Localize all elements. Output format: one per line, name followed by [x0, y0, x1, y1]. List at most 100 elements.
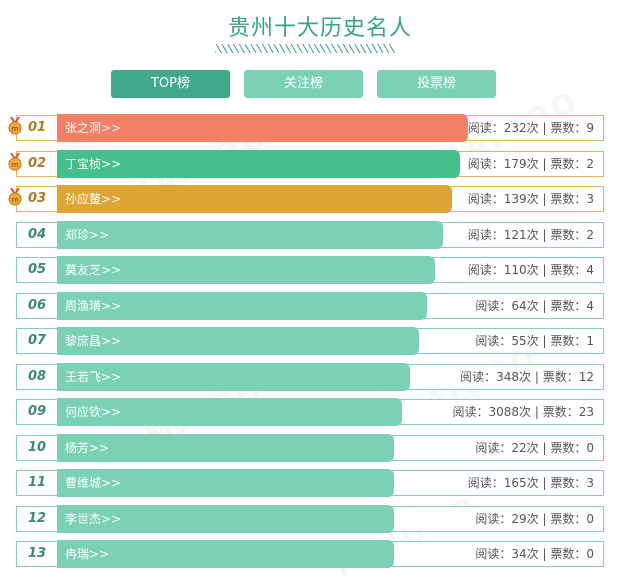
ranking-row[interactable]: 11 曹维城>> 阅读：165次 | 票数：3: [16, 469, 604, 497]
row-stats: 阅读：110次 | 票数：4: [468, 258, 594, 282]
read-unit: 次: [526, 334, 539, 348]
row-stats: 阅读：55次 | 票数：1: [475, 329, 594, 353]
read-count: 232: [503, 121, 527, 135]
read-count: 64: [511, 299, 527, 313]
person-name-link[interactable]: 曹维城>>: [65, 471, 121, 495]
row-stats: 阅读：139次 | 票数：3: [468, 187, 594, 211]
ranking-row[interactable]: 12 李世杰>> 阅读：29次 | 票数：0: [16, 505, 604, 533]
arrow-icon: >>: [101, 299, 122, 313]
rank-number: 12: [27, 511, 47, 526]
person-name-link[interactable]: 黎庶昌>>: [65, 329, 121, 353]
person-name-link[interactable]: 李世杰>>: [65, 507, 121, 531]
stats-separator: |: [538, 192, 551, 206]
person-name-link[interactable]: 何应钦>>: [65, 400, 121, 424]
ranking-row[interactable]: m 02 丁宝桢>> 阅读：179次 | 票数：2: [8, 150, 604, 178]
ranking-row[interactable]: 06 周渔璜>> 阅读：64次 | 票数：4: [16, 292, 604, 320]
popularity-bar: [57, 150, 460, 178]
read-count: 165: [503, 476, 527, 490]
read-label: 阅读：: [475, 299, 512, 313]
arrow-icon: >>: [101, 370, 122, 384]
ranking-row[interactable]: 10 杨芳>> 阅读：22次 | 票数：0: [16, 434, 604, 462]
vote-label: 票数：: [550, 228, 587, 242]
tab-top[interactable]: TOP榜: [111, 70, 230, 98]
read-count: 55: [511, 334, 527, 348]
read-unit: 次: [526, 476, 539, 490]
vote-label: 票数：: [542, 370, 579, 384]
read-count: 29: [511, 512, 527, 526]
read-label: 阅读：: [467, 476, 504, 490]
person-name: 王若飞: [65, 370, 102, 384]
arrow-icon: >>: [89, 228, 110, 242]
person-name-link[interactable]: 王若飞>>: [65, 365, 121, 389]
person-name: 何应钦: [65, 405, 102, 419]
person-name-link[interactable]: 杨芳>>: [65, 436, 109, 460]
popularity-bar: [57, 469, 394, 497]
vote-count: 2: [586, 228, 594, 242]
read-label: 阅读：: [467, 228, 504, 242]
stats-separator: |: [538, 547, 551, 561]
ranking-row[interactable]: m 01 张之洞>> 阅读：232次 | 票数：9: [8, 114, 604, 142]
vote-label: 票数：: [550, 299, 587, 313]
vote-count: 4: [586, 263, 594, 277]
row-stats: 阅读：22次 | 票数：0: [475, 436, 594, 460]
read-unit: 次: [526, 263, 539, 277]
ranking-row[interactable]: 05 莫友芝>> 阅读：110次 | 票数：4: [16, 256, 604, 284]
person-name: 孙应鳌: [65, 192, 102, 206]
person-name: 黎庶昌: [65, 334, 102, 348]
popularity-bar: [57, 221, 443, 249]
read-label: 阅读：: [467, 192, 504, 206]
rank-number: 05: [27, 262, 47, 277]
arrow-icon: >>: [101, 192, 122, 206]
tab-follow[interactable]: 关注榜: [244, 70, 363, 98]
vote-label: 票数：: [550, 512, 587, 526]
ranking-row[interactable]: 07 黎庶昌>> 阅读：55次 | 票数：1: [16, 327, 604, 355]
row-stats: 阅读：34次 | 票数：0: [475, 542, 594, 566]
arrow-icon: >>: [89, 547, 110, 561]
read-label: 阅读：: [475, 441, 512, 455]
person-name: 郑珍: [65, 228, 90, 242]
stats-separator: |: [531, 405, 543, 419]
read-label: 阅读：: [475, 512, 512, 526]
read-unit: 次: [526, 512, 539, 526]
row-stats: 阅读：29次 | 票数：0: [475, 507, 594, 531]
row-stats: 阅读：179次 | 票数：2: [468, 152, 594, 176]
ranking-row[interactable]: m 03 孙应鳌>> 阅读：139次 | 票数：3: [8, 185, 604, 213]
person-name: 李世杰: [65, 512, 102, 526]
ranking-row[interactable]: 04 郑珍>> 阅读：121次 | 票数：2: [16, 221, 604, 249]
rank-number: 11: [27, 475, 47, 490]
popularity-bar: [57, 434, 394, 462]
person-name-link[interactable]: 张之洞>>: [65, 116, 121, 140]
vote-label: 票数：: [542, 405, 579, 419]
rank-number: 09: [27, 404, 47, 419]
vote-count: 23: [578, 405, 594, 419]
read-label: 阅读：: [467, 157, 504, 171]
ranking-row[interactable]: 09 何应钦>> 阅读：3088次 | 票数：23: [16, 398, 604, 426]
popularity-bar: [57, 363, 410, 391]
person-name-link[interactable]: 周渔璜>>: [65, 294, 121, 318]
read-count: 121: [503, 228, 527, 242]
person-name-link[interactable]: 孙应鳌>>: [65, 187, 121, 211]
vote-count: 2: [586, 157, 594, 171]
person-name: 冉瑞: [65, 547, 90, 561]
read-count: 34: [511, 547, 527, 561]
read-label: 阅读：: [467, 263, 504, 277]
person-name-link[interactable]: 郑珍>>: [65, 223, 109, 247]
read-count: 348: [496, 370, 520, 384]
stats-separator: |: [538, 476, 551, 490]
vote-count: 0: [586, 441, 594, 455]
read-unit: 次: [526, 441, 539, 455]
ranking-row[interactable]: 08 王若飞>> 阅读：348次 | 票数：12: [16, 363, 604, 391]
row-stats: 阅读：348次 | 票数：12: [460, 365, 594, 389]
vote-count: 9: [586, 121, 594, 135]
arrow-icon: >>: [101, 263, 122, 277]
person-name-link[interactable]: 冉瑞>>: [65, 542, 109, 566]
row-stats: 阅读：232次 | 票数：9: [468, 116, 594, 140]
ranking-row[interactable]: 13 冉瑞>> 阅读：34次 | 票数：0: [16, 540, 604, 568]
read-count: 3088: [488, 405, 520, 419]
read-unit: 次: [519, 405, 532, 419]
person-name-link[interactable]: 丁宝桢>>: [65, 152, 121, 176]
tab-vote[interactable]: 投票榜: [377, 70, 496, 98]
person-name-link[interactable]: 莫友芝>>: [65, 258, 121, 282]
read-count: 110: [503, 263, 527, 277]
vote-label: 票数：: [550, 263, 587, 277]
